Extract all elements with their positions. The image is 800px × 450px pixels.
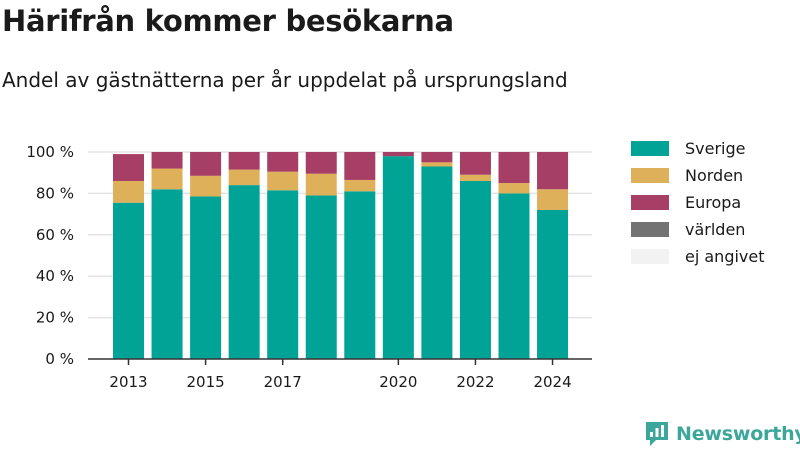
y-tick-label: 100 %: [26, 143, 74, 161]
legend-label: Europa: [685, 193, 741, 212]
bar-segment-europa-2024: [537, 152, 569, 190]
x-tick-label: 2015: [187, 373, 225, 391]
bar-segment-sverige-2024: [537, 209, 569, 359]
bar-segment-norden-2018: [305, 173, 337, 196]
legend-label: Sverige: [685, 139, 746, 158]
bar-segment-europa-2022: [459, 152, 491, 175]
stacked-bar-chart: 0 % 20 % 40 % 60 % 80 % 100 % 2013 2015 2017 2020…: [26, 139, 765, 391]
bar-segment-europa-2018: [305, 152, 337, 174]
x-tick-label: 2013: [109, 373, 147, 391]
bar-segment-norden-2021: [421, 162, 453, 167]
bar-segment-norden-2023: [498, 183, 530, 194]
bar-segment-europa-2016: [228, 152, 260, 170]
y-tick-label: 80 %: [36, 184, 74, 202]
bar-segment-europa-2014: [151, 152, 183, 169]
bar-segment-europa-2015: [190, 152, 222, 176]
bar-segment-sverige-2021: [421, 166, 453, 359]
bar-segment-sverige-2013: [113, 202, 144, 359]
bar-segment-europa-2020: [382, 152, 414, 157]
legend-label: ej angivet: [685, 247, 765, 266]
bars: [113, 152, 569, 359]
bar-segment-norden-2017: [267, 171, 299, 191]
bar-segment-sverige-2017: [267, 190, 299, 359]
bar-segment-europa-2017: [267, 152, 299, 172]
legend-label: världen: [685, 220, 745, 239]
bar-segment-norden-2024: [537, 189, 569, 210]
legend-swatch: [631, 249, 669, 264]
x-tick-label: 2020: [379, 373, 417, 391]
brand-name: Newsworthy: [676, 423, 800, 445]
bar-segment-sverige-2023: [498, 193, 530, 359]
chart-title: Härifrån kommer besökarna: [2, 4, 454, 38]
axes: 0 % 20 % 40 % 60 % 80 % 100 % 2013 2015 2017 2020…: [26, 143, 592, 391]
y-tick-label: 40 %: [36, 267, 74, 285]
bar-segment-europa-2019: [344, 152, 376, 180]
legend-label: Norden: [685, 166, 743, 185]
bar-segment-sverige-2020: [382, 156, 414, 359]
legend: Sverige Norden Europa världen ej angivet: [631, 139, 765, 266]
bar-segment-sverige-2016: [228, 185, 260, 359]
bar-segment-sverige-2022: [459, 180, 491, 359]
bar-chart-icon: [646, 422, 668, 446]
bar-segment-sverige-2019: [344, 191, 376, 359]
bar-segment-norden-2022: [459, 174, 491, 181]
y-tick-label: 20 %: [36, 309, 74, 327]
x-tick-label: 2017: [264, 373, 302, 391]
y-tick-label: 0 %: [45, 350, 74, 368]
bar-segment-norden-2013: [113, 180, 144, 203]
legend-swatch: [631, 141, 669, 156]
brand-logo: Newsworthy: [644, 420, 800, 448]
bar-segment-europa-2023: [498, 152, 530, 184]
bar-segment-norden-2015: [190, 175, 222, 197]
legend-swatch: [631, 222, 669, 237]
bar-segment-europa-2021: [421, 152, 453, 163]
bar-segment-norden-2019: [344, 179, 376, 192]
bar-segment-norden-2014: [151, 168, 183, 190]
legend-swatch: [631, 168, 669, 183]
bar-segment-norden-2016: [228, 169, 260, 186]
y-tick-label: 60 %: [36, 226, 74, 244]
x-tick-label: 2022: [456, 373, 494, 391]
legend-swatch: [631, 195, 669, 210]
bar-segment-sverige-2014: [151, 189, 183, 359]
bar-segment-sverige-2015: [190, 196, 222, 359]
chart-subtitle: Andel av gästnätterna per år uppdelat på…: [2, 68, 568, 92]
bar-segment-sverige-2018: [305, 195, 337, 359]
x-tick-label: 2024: [533, 373, 571, 391]
bar-segment-europa-2013: [113, 154, 144, 181]
